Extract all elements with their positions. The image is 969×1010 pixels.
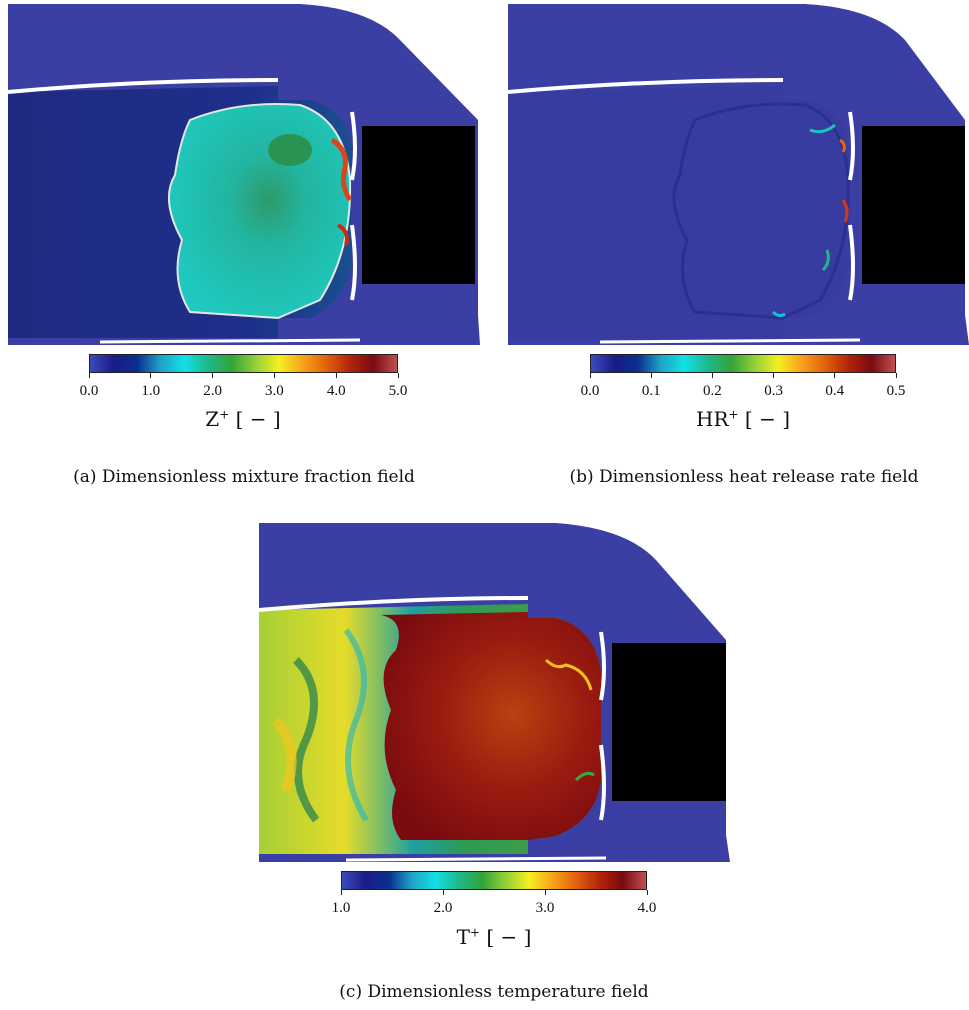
colorbar-z-ticks — [88, 373, 399, 379]
colorbar-hr-labels: 0.0 0.1 0.2 0.3 0.4 0.5 — [581, 383, 906, 403]
colorbar-t-ticks — [340, 890, 648, 896]
colorbar-z-tick-label: 4.0 — [326, 383, 346, 399]
colorbar-z-tick-label: 0.0 — [79, 383, 99, 399]
heat-release-field — [507, 4, 969, 345]
colorbar-z-tick-label: 1.0 — [141, 383, 161, 399]
colorbar-z-tick-label: 5.0 — [388, 383, 408, 399]
colorbar-hr-tick-label: 0.0 — [580, 383, 600, 399]
colorbar-z-tick-label: 3.0 — [265, 383, 284, 399]
colorbar-t-tick — [544, 890, 546, 895]
colorbar-t-title: T+ [ − ] — [456, 925, 532, 949]
caption-c: (c) Dimensionless temperature field — [339, 982, 649, 1002]
colorbar-z — [89, 354, 398, 373]
colorbar-t-labels: 1.0 2.0 3.0 4.0 — [332, 900, 657, 920]
colorbar-hr — [590, 354, 896, 373]
colorbar-z-tick-label: 2.0 — [203, 383, 222, 399]
colorbar-t-tick — [646, 890, 648, 895]
colorbar-z-tick — [273, 373, 275, 378]
colorbar-z-tick — [397, 373, 399, 378]
colorbar-hr-tick-label: 0.3 — [764, 383, 783, 399]
colorbar-t-tick-label: 4.0 — [637, 900, 657, 916]
colorbar-t-tick — [340, 890, 342, 895]
colorbar-t — [341, 871, 647, 890]
colorbar-t-tick-label: 2.0 — [433, 900, 453, 916]
colorbar-z-title: Z+ [ − ] — [205, 407, 281, 431]
injector-block — [862, 126, 965, 284]
injector-block — [612, 643, 726, 801]
injector-block — [362, 126, 475, 284]
colorbar-hr-title: HR+ [ − ] — [696, 407, 790, 431]
colorbar-z-tick — [335, 373, 337, 378]
colorbar-hr-tick — [895, 373, 897, 378]
colorbar-t-tick-label: 3.0 — [535, 900, 555, 916]
colorbar-hr-tick — [834, 373, 836, 378]
colorbar-z-tick — [88, 373, 90, 378]
colorbar-t-tick — [442, 890, 444, 895]
colorbar-hr-tick-label: 0.4 — [825, 383, 845, 399]
colorbar-hr-tick-label: 0.1 — [641, 383, 661, 399]
colorbar-hr-tick-label: 0.2 — [703, 383, 722, 399]
caption-a: (a) Dimensionless mixture fraction field — [73, 467, 415, 487]
colorbar-hr-tick — [650, 373, 652, 378]
temperature-field — [258, 523, 730, 862]
colorbar-hr-ticks — [589, 373, 897, 379]
colorbar-z-tick — [150, 373, 152, 378]
colorbar-t-tick-label: 1.0 — [331, 900, 351, 916]
colorbar-hr-tick — [773, 373, 775, 378]
colorbar-z-tick — [212, 373, 214, 378]
caption-b: (b) Dimensionless heat release rate fiel… — [569, 467, 919, 487]
colorbar-hr-tick — [589, 373, 591, 378]
colorbar-z-labels: 0.0 1.0 2.0 3.0 4.0 5.0 — [80, 383, 408, 403]
colorbar-hr-tick — [711, 373, 713, 378]
colorbar-hr-tick-label: 0.5 — [886, 383, 906, 399]
mixture-fraction-field — [7, 4, 480, 345]
